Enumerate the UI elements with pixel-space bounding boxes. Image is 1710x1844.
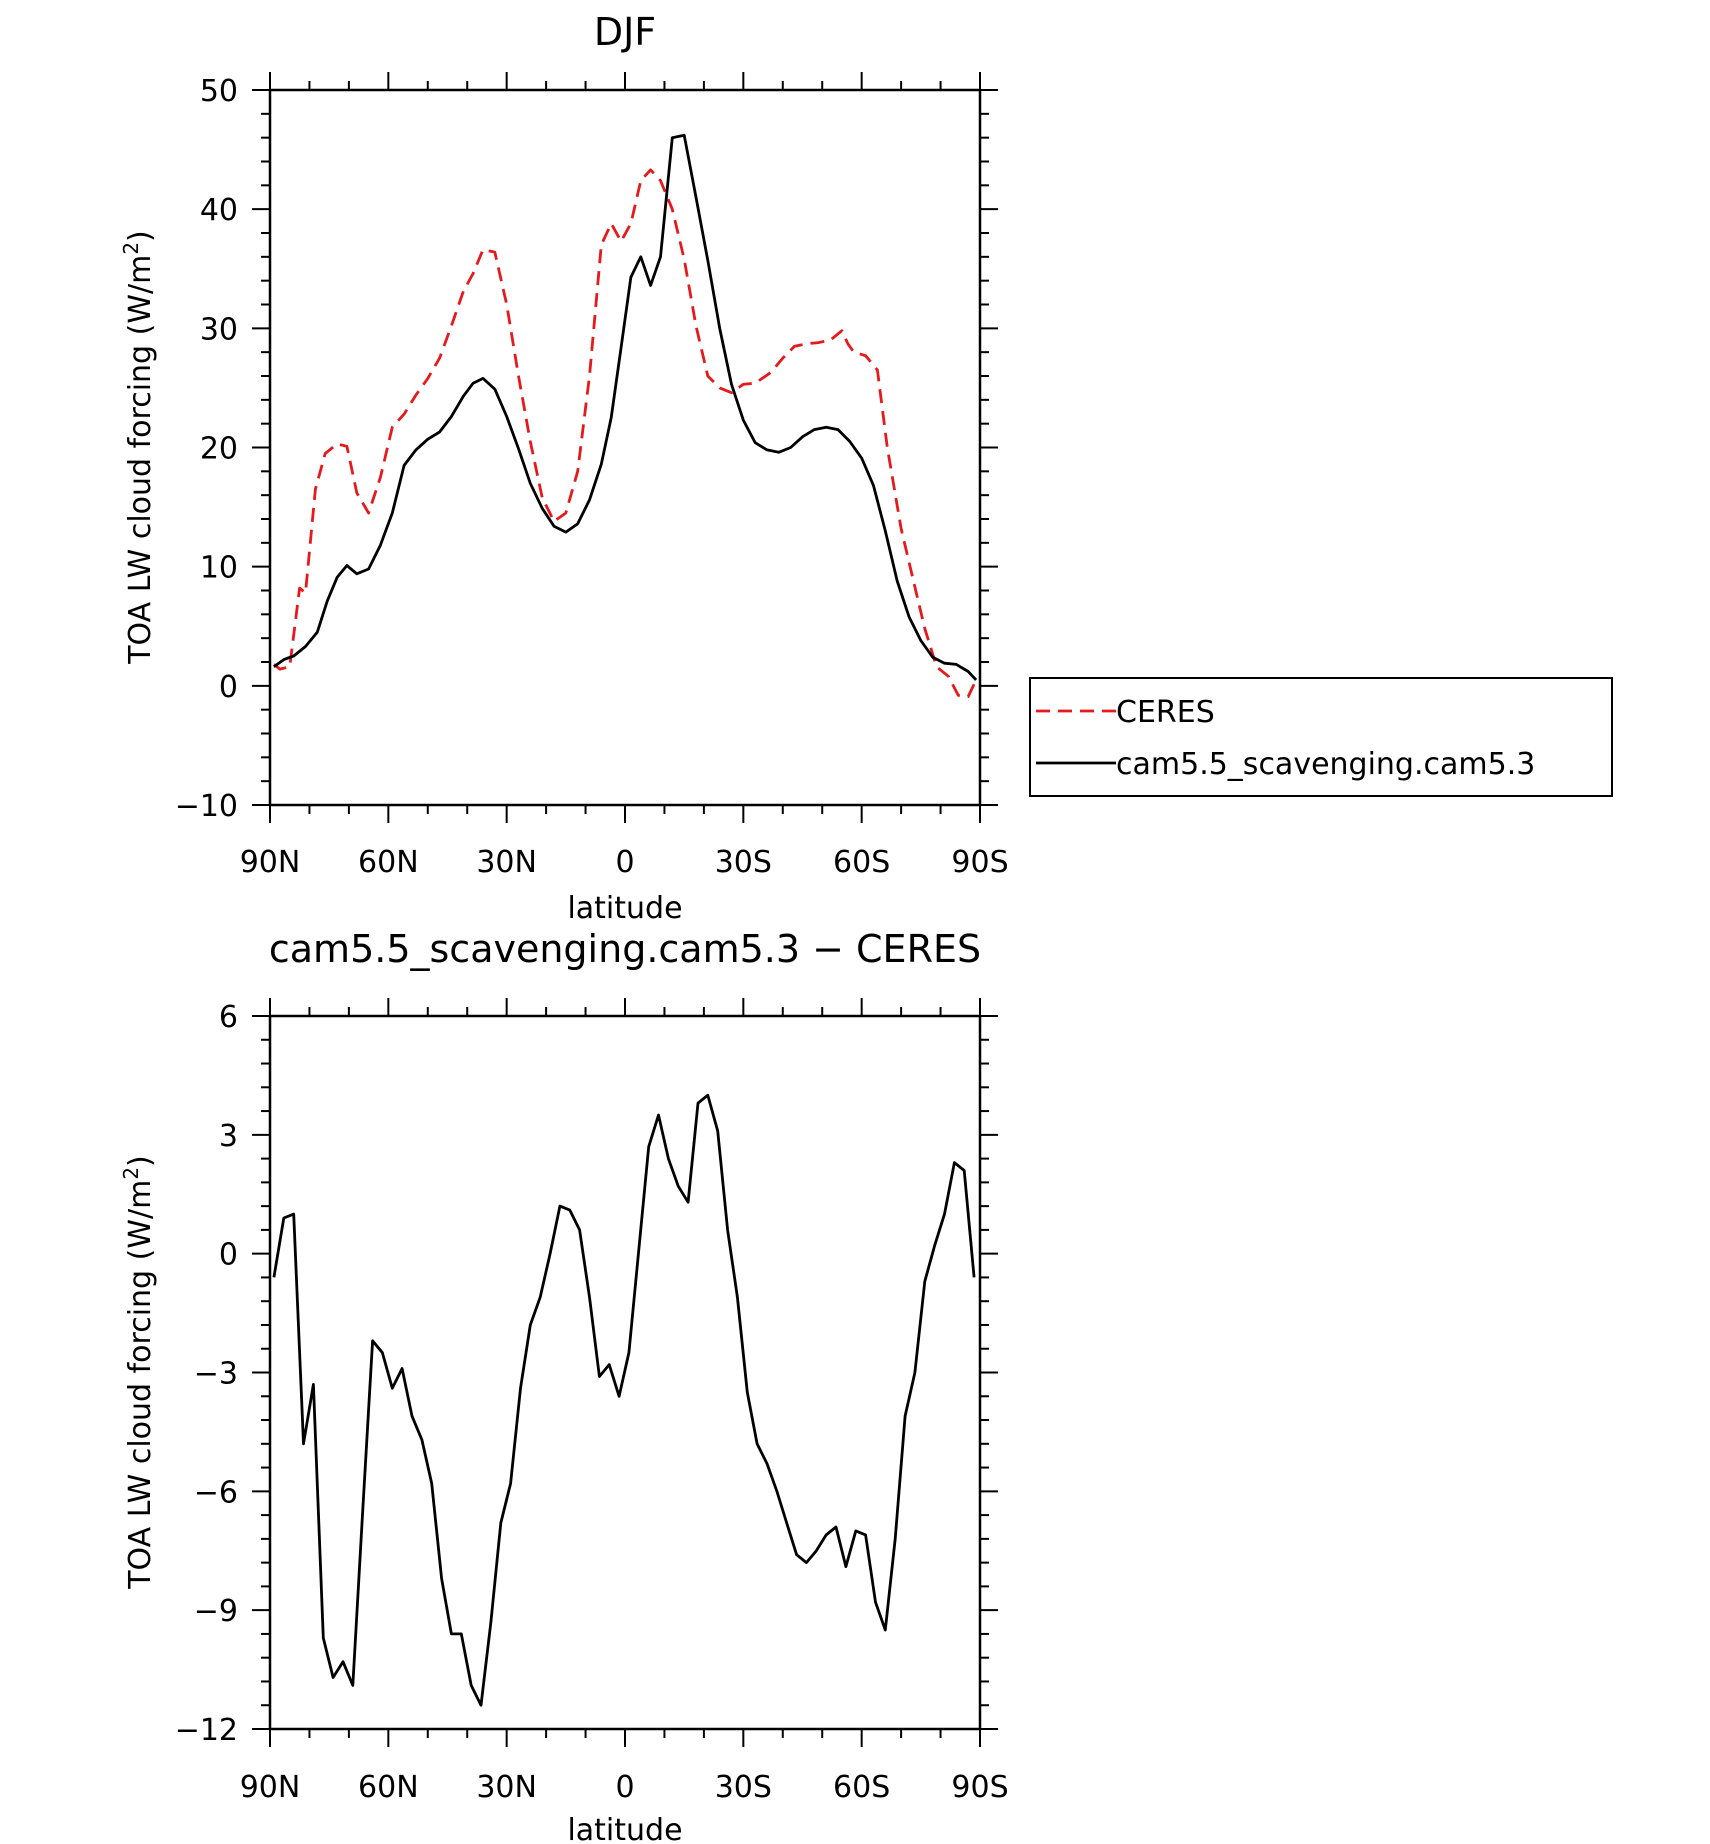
series-line-ceres	[273, 168, 978, 698]
y-axis-label: TOA LW cloud forcing (W/m2)	[119, 1155, 158, 1590]
bottom-panel-difference: cam5.5_scavenging.cam5.3 − CERES −12 −9 −6 −…	[119, 927, 1009, 1844]
y-tick-label: −12	[175, 1713, 238, 1748]
x-tick-label: 90N	[240, 845, 301, 880]
x-tick-label: 30S	[715, 845, 772, 880]
x-tick-label: 60N	[358, 845, 419, 880]
x-axis-label: latitude	[567, 891, 682, 926]
x-tick-label: 30S	[715, 1770, 772, 1805]
x-tick-label: 0	[615, 845, 634, 880]
series-line-cam5-5	[273, 133, 978, 681]
y-tick-label: 40	[200, 193, 238, 228]
y-axis-label-main: TOA LW cloud forcing (W/m	[123, 255, 158, 665]
x-tick-label: 90S	[951, 1770, 1008, 1805]
legend-box	[1029, 677, 1613, 797]
difference-chart-title: cam5.5_scavenging.cam5.3 − CERES	[269, 927, 981, 971]
y-axis-label-close: )	[123, 1155, 158, 1167]
y-tick-label: 0	[219, 1238, 238, 1273]
x-tick-label: 60N	[358, 1770, 419, 1805]
y-tick-label: 6	[219, 1000, 238, 1035]
y-axis-label-superscript: 2	[119, 1167, 143, 1180]
y-tick-label: 30	[200, 312, 238, 347]
x-tick-label: 90S	[951, 845, 1008, 880]
y-tick-label: 20	[200, 432, 238, 467]
x-tick-label: 30N	[476, 1770, 537, 1805]
series-line-difference	[272, 1093, 976, 1707]
y-tick-label: −10	[175, 789, 238, 824]
y-tick-label: 3	[219, 1119, 238, 1154]
x-tick-label: 60S	[833, 845, 890, 880]
x-tick-label: 30N	[476, 845, 537, 880]
top-panel-djf: DJF −10 0 10 20 30 40 50 90N 60N 30N 0 30S 60S 90S lati…	[119, 10, 1009, 926]
chart-title: DJF	[594, 10, 656, 54]
y-axis-label-superscript: 2	[119, 242, 143, 255]
y-tick-label: −3	[194, 1357, 238, 1392]
y-tick-label: −6	[194, 1475, 238, 1510]
plot-frame	[268, 88, 982, 807]
legend-label-cam5-5: cam5.5_scavenging.cam5.3	[1116, 747, 1535, 782]
legend-label-ceres: CERES	[1116, 695, 1215, 730]
x-tick-label: 60S	[833, 1770, 890, 1805]
x-tick-label: 0	[615, 1770, 634, 1805]
x-tick-label: 90N	[240, 1770, 301, 1805]
y-tick-label: 50	[200, 74, 238, 109]
legend: CERES cam5.5_scavenging.cam5.3	[1029, 677, 1613, 797]
y-tick-label: −9	[194, 1594, 238, 1629]
y-axis-label-close: )	[123, 230, 158, 242]
y-axis-label-main: TOA LW cloud forcing (W/m	[123, 1180, 158, 1590]
x-axis-label: latitude	[567, 1813, 682, 1844]
y-tick-label: 10	[200, 551, 238, 586]
y-axis-label: TOA LW cloud forcing (W/m2)	[119, 230, 158, 665]
y-tick-label: 0	[219, 670, 238, 705]
